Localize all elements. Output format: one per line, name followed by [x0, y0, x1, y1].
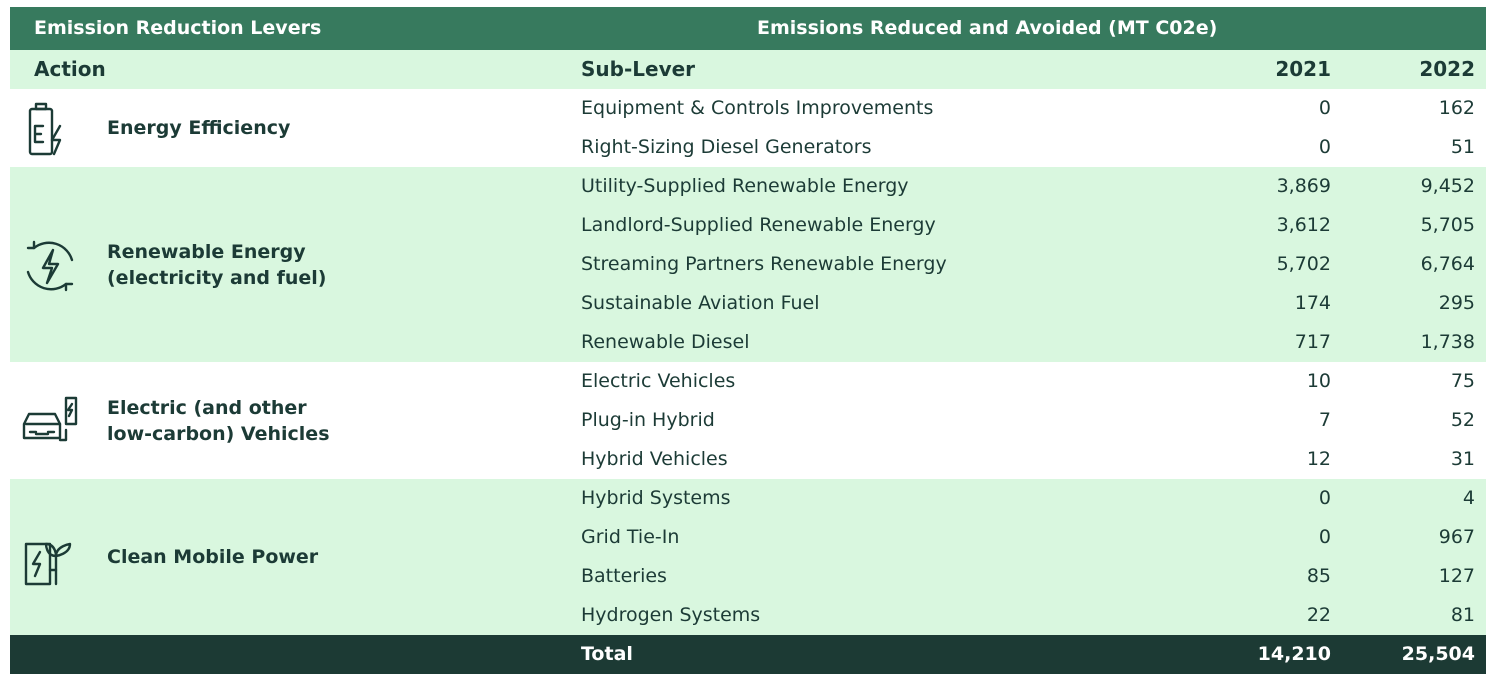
- header-title-right: Emissions Reduced and Avoided (MT C02e): [757, 17, 1218, 39]
- sub-lever: Landlord-Supplied Renewable Energy: [581, 214, 936, 236]
- sub-lever: Right-Sizing Diesel Generators: [581, 136, 872, 158]
- column-header: Sub-Lever: [581, 57, 696, 81]
- value-2022: 4: [1462, 487, 1475, 509]
- value-2022: 81: [1450, 604, 1475, 626]
- header-bar: [10, 7, 1486, 50]
- total-value: 14,210: [1257, 643, 1331, 665]
- group-band: [10, 89, 1486, 167]
- column-header: 2021: [1275, 57, 1331, 81]
- column-header: Action: [34, 57, 106, 81]
- value-2022: 52: [1450, 409, 1475, 431]
- group-band: [10, 167, 1486, 362]
- value-2021: 0: [1318, 97, 1331, 119]
- header-title-left: Emission Reduction Levers: [34, 17, 322, 39]
- value-2021: 85: [1306, 565, 1331, 587]
- value-2022: 1,738: [1420, 331, 1475, 353]
- value-2021: 0: [1318, 136, 1331, 158]
- value-2022: 295: [1438, 292, 1475, 314]
- value-2021: 12: [1306, 448, 1331, 470]
- sub-lever: Batteries: [581, 565, 667, 587]
- sub-lever: Streaming Partners Renewable Energy: [581, 253, 947, 275]
- action-label: low-carbon) Vehicles: [107, 422, 330, 445]
- action-label: Electric (and other: [107, 396, 307, 419]
- total-value: 25,504: [1401, 643, 1475, 665]
- value-2022: 6,764: [1420, 253, 1475, 275]
- value-2022: 75: [1450, 370, 1475, 392]
- action-label: Clean Mobile Power: [107, 546, 319, 568]
- battery-icon: [28, 102, 62, 156]
- sub-lever: Plug-in Hybrid: [581, 409, 715, 431]
- sub-lever: Renewable Diesel: [581, 331, 750, 353]
- total-label: Total: [581, 643, 633, 665]
- action-label: Renewable Energy: [107, 240, 306, 263]
- value-2021: 7: [1318, 409, 1331, 431]
- value-2022: 127: [1438, 565, 1475, 587]
- sub-lever: Hybrid Vehicles: [581, 448, 728, 470]
- value-2021: 717: [1294, 331, 1331, 353]
- sub-lever: Grid Tie-In: [581, 526, 680, 548]
- value-2021: 0: [1318, 487, 1331, 509]
- value-2022: 31: [1450, 448, 1475, 470]
- value-2021: 22: [1306, 604, 1331, 626]
- value-2021: 10: [1306, 370, 1331, 392]
- sub-lever: Utility-Supplied Renewable Energy: [581, 175, 909, 197]
- sub-lever: Hydrogen Systems: [581, 604, 761, 626]
- sub-lever: Electric Vehicles: [581, 370, 736, 392]
- total-row: [10, 635, 1486, 674]
- group-band: [10, 362, 1486, 479]
- sub-lever: Hybrid Systems: [581, 487, 731, 509]
- value-2022: 9,452: [1420, 175, 1475, 197]
- value-2021: 5,702: [1276, 253, 1331, 275]
- value-2021: 174: [1294, 292, 1331, 314]
- column-header-row: [10, 50, 1486, 89]
- sub-lever: Sustainable Aviation Fuel: [581, 292, 820, 314]
- value-2022: 51: [1450, 136, 1475, 158]
- value-2022: 967: [1438, 526, 1475, 548]
- action-label: (electricity and fuel): [107, 266, 327, 289]
- value-2022: 162: [1438, 97, 1475, 119]
- mobile-power-icon: [24, 542, 72, 586]
- value-2021: 3,869: [1276, 175, 1331, 197]
- sub-lever: Equipment & Controls Improvements: [581, 97, 934, 119]
- action-label: Energy Efficiency: [107, 117, 291, 139]
- renewable-icon: [26, 240, 74, 292]
- group-band: [10, 479, 1486, 635]
- ev-icon: [22, 396, 78, 442]
- value-2022: 5,705: [1420, 214, 1475, 236]
- value-2021: 0: [1318, 526, 1331, 548]
- column-header: 2022: [1419, 57, 1475, 81]
- value-2021: 3,612: [1276, 214, 1331, 236]
